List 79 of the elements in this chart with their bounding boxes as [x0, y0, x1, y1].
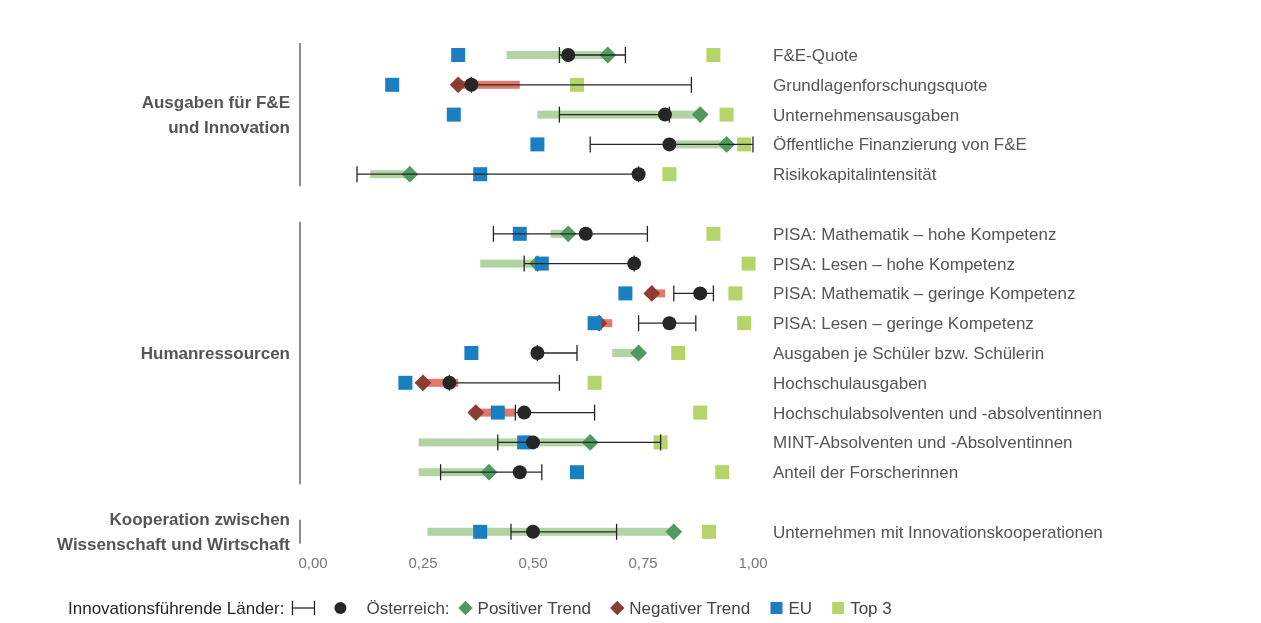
x-tick-label: 0,50	[518, 554, 548, 571]
point	[627, 256, 642, 271]
y-tick-label: Hochschulausgaben	[773, 373, 928, 393]
point	[662, 167, 677, 182]
x-tick-label: 1,00	[738, 554, 768, 571]
x-tick-label: 0,25	[408, 554, 438, 571]
point	[662, 137, 677, 152]
y-tick-label: F&E-Quote	[773, 46, 859, 65]
point	[570, 77, 584, 92]
y-tick-label: PISA: Lesen – geringe Kompetenz	[773, 314, 1034, 334]
y-tick-label: Unternehmen mit Innovationskooperationen	[773, 522, 1103, 542]
point	[631, 167, 646, 182]
point	[451, 48, 466, 62]
point	[512, 226, 527, 241]
point	[693, 405, 708, 420]
y-tick-label: Grundlagenforschungsquote	[773, 75, 988, 95]
point	[446, 107, 461, 122]
point	[706, 226, 721, 241]
y-tick-label: Unternehmensausgaben	[773, 105, 960, 125]
point	[706, 48, 721, 62]
x-tick-label: 0,75	[628, 554, 658, 571]
point	[570, 465, 584, 480]
y-tick-label: Anteil der Forscherinnen	[773, 463, 959, 483]
point	[473, 167, 488, 182]
y-tick-label: PISA: Mathematik – hohe Kompetenz	[773, 224, 1057, 244]
y-tick-label: Ausgaben je Schüler bzw. Schülerin	[773, 344, 1045, 363]
point	[442, 375, 457, 390]
point	[526, 524, 540, 539]
point	[702, 524, 716, 539]
point	[449, 76, 467, 94]
legend-label: Top 3	[850, 599, 892, 618]
point	[526, 435, 540, 450]
point	[715, 465, 730, 480]
point	[737, 316, 752, 331]
point	[665, 523, 683, 541]
point	[719, 107, 734, 122]
point	[587, 375, 602, 390]
point	[467, 404, 485, 421]
text: Kooperation zwischen Wissenschaft und Wirtschaft	[56, 510, 291, 555]
point	[464, 77, 479, 92]
y-tick-label: Risikokapitalintensität	[773, 165, 937, 185]
point	[741, 256, 756, 271]
text: Humanressourcen	[140, 344, 290, 363]
point	[691, 106, 709, 123]
point	[693, 286, 708, 301]
legend-label: Negativer Trend	[629, 599, 751, 618]
point	[517, 405, 532, 420]
point	[618, 286, 633, 301]
point	[671, 346, 686, 360]
point	[728, 286, 743, 301]
point	[464, 346, 479, 360]
point	[578, 226, 593, 241]
legend-label: Positiver Trend	[477, 599, 591, 618]
point	[512, 465, 527, 480]
point	[643, 285, 661, 302]
legend-label: EU	[788, 599, 813, 618]
point	[737, 137, 752, 152]
point	[398, 375, 413, 390]
y-tick-label: PISA: Lesen – hohe Kompetenz	[773, 254, 1015, 274]
point	[662, 316, 677, 331]
point	[630, 344, 647, 362]
point	[530, 346, 545, 360]
point	[385, 77, 400, 92]
point	[534, 256, 549, 271]
point	[530, 137, 545, 152]
point	[587, 316, 602, 331]
point	[473, 524, 488, 539]
text: Innovationsführende Länder:	[68, 599, 285, 618]
point	[490, 405, 505, 420]
y-tick-label: Hochschulabsolventen und -absolventinnen	[773, 403, 1102, 423]
text: Ausgaben für F&E und Innovation	[141, 93, 290, 138]
point	[414, 374, 432, 392]
point	[658, 107, 672, 122]
y-tick-label: MINT-Absolventen und -Absolventinnen	[773, 433, 1073, 453]
y-tick-label: PISA: Mathematik – geringe Kompetenz	[773, 284, 1076, 304]
x-tick-label: 0,00	[298, 554, 328, 571]
y-tick-label: Öffentliche Finanzierung von F&E	[773, 135, 1027, 155]
point	[561, 48, 576, 62]
legend-title: Österreich:	[366, 599, 450, 618]
